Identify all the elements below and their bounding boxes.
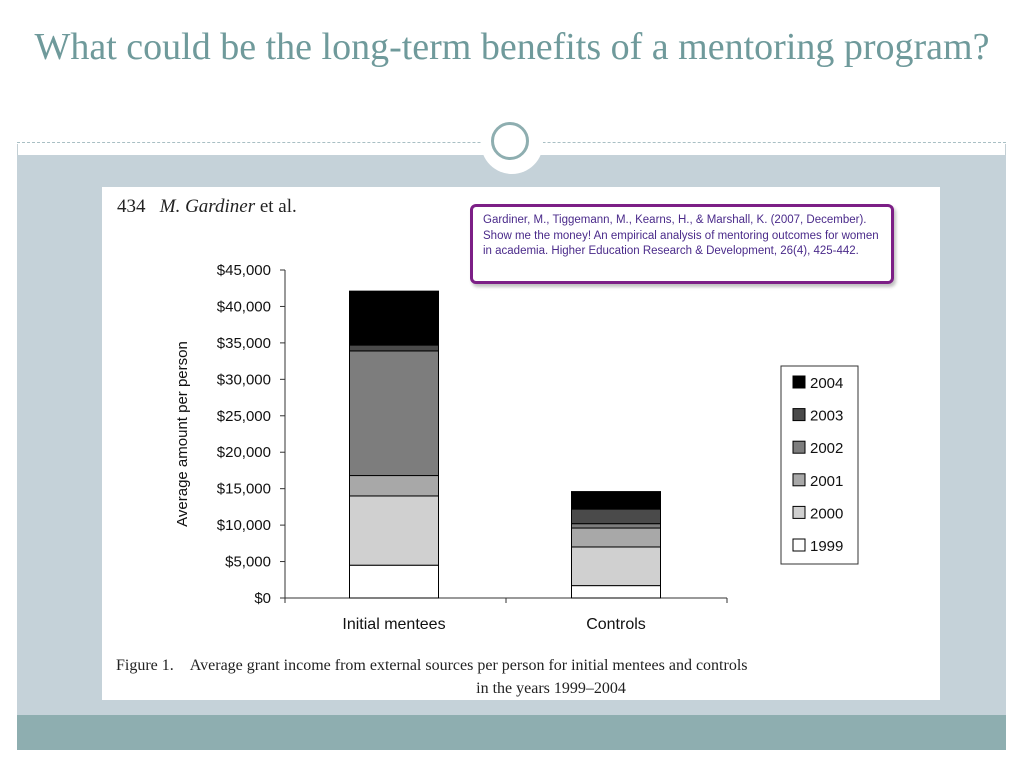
caption-line-1: Average grant income from external sourc… xyxy=(189,657,748,674)
figure-header: 434 M. Gardiner et al. xyxy=(117,196,297,218)
page-number: 434 xyxy=(117,196,146,217)
caption-label: Figure 1. xyxy=(116,657,174,674)
figure-caption: Figure 1. Average grant income from exte… xyxy=(116,654,916,700)
citation-box: Gardiner, M., Tiggemann, M., Kearns, H.,… xyxy=(470,204,894,284)
caption-line-2: in the years 1999–2004 xyxy=(476,680,626,697)
ornament-ring-icon xyxy=(491,122,529,160)
author-suffix: et al. xyxy=(255,196,297,217)
footer-band xyxy=(17,715,1006,750)
author-name: M. Gardiner xyxy=(159,196,256,217)
slide-title: What could be the long-term benefits of … xyxy=(34,26,990,68)
citation-text: Gardiner, M., Tiggemann, M., Kearns, H.,… xyxy=(483,214,879,257)
